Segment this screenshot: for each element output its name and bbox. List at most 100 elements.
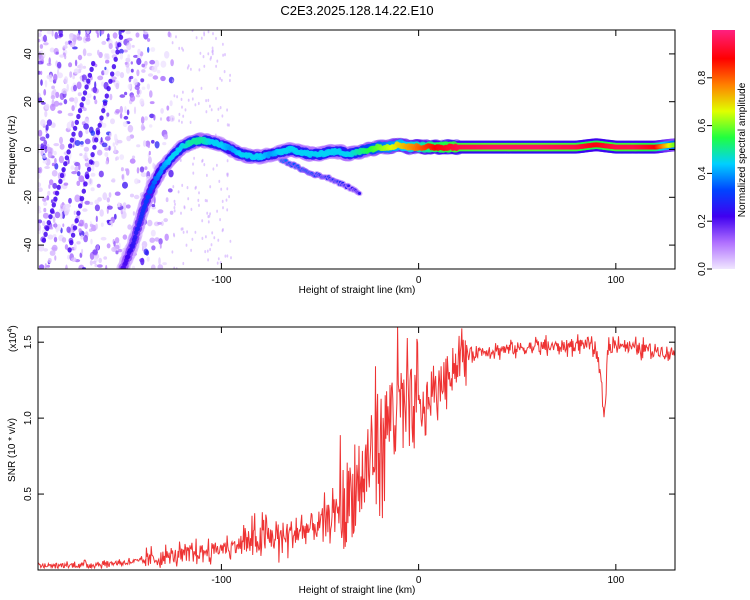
noise-streak xyxy=(74,119,80,125)
noise-streak xyxy=(110,71,115,77)
noise-speck xyxy=(146,256,150,262)
noise-speck xyxy=(207,258,210,262)
noise-speck xyxy=(140,116,145,124)
noise-speck xyxy=(76,241,81,245)
noise-speck xyxy=(74,59,78,67)
noise-speck xyxy=(117,139,123,144)
noise-speck xyxy=(67,112,74,117)
noise-speck xyxy=(147,144,151,149)
noise-speck xyxy=(39,30,43,33)
noise-speck xyxy=(213,236,216,240)
noise-speck xyxy=(95,215,98,222)
noise-streak xyxy=(88,159,94,165)
noise-speck xyxy=(104,66,107,71)
noise-speck xyxy=(135,94,141,98)
noise-speck xyxy=(172,185,175,189)
noise-speck xyxy=(216,209,219,213)
noise-speck xyxy=(153,114,156,121)
noise-speck xyxy=(53,236,58,243)
noise-speck xyxy=(59,54,65,58)
noise-speck xyxy=(110,179,116,183)
noise-speck xyxy=(159,117,163,121)
noise-speck xyxy=(97,75,104,81)
noise-speck xyxy=(122,234,128,240)
noise-speck xyxy=(127,124,134,133)
noise-speck xyxy=(173,234,176,238)
noise-speck xyxy=(226,187,229,191)
noise-streak xyxy=(81,188,87,194)
noise-speck xyxy=(182,230,185,234)
noise-speck xyxy=(38,60,44,65)
noise-speck xyxy=(109,220,113,224)
main-trace-mark xyxy=(133,230,139,236)
noise-speck xyxy=(212,31,214,36)
noise-speck xyxy=(201,158,204,162)
noise-speck xyxy=(216,261,219,265)
snr-series-line xyxy=(38,327,675,570)
noise-streak xyxy=(46,220,51,226)
noise-speck xyxy=(163,218,168,223)
noise-speck xyxy=(133,194,140,200)
noise-speck xyxy=(74,166,79,172)
noise-speck xyxy=(203,33,206,37)
noise-speck xyxy=(224,254,227,258)
noise-speck xyxy=(101,40,107,45)
noise-speck xyxy=(192,88,195,92)
noise-speck xyxy=(80,234,84,240)
noise-speck xyxy=(125,204,131,209)
noise-speck xyxy=(212,49,214,53)
noise-speck xyxy=(219,76,222,81)
noise-speck xyxy=(80,75,83,82)
noise-speck xyxy=(217,107,220,111)
noise-speck xyxy=(46,195,50,201)
noise-speck xyxy=(53,150,57,156)
noise-speck xyxy=(121,211,127,219)
noise-streak xyxy=(69,240,74,246)
noise-speck xyxy=(141,69,146,73)
bottom-y-tick-label: 0.5 xyxy=(23,487,34,501)
plot-area-bottom xyxy=(38,327,675,570)
colorbar-tick-label: 0.2 xyxy=(697,214,708,228)
noise-speck xyxy=(46,264,50,268)
noise-speck xyxy=(94,199,99,205)
noise-streak xyxy=(84,84,89,90)
noise-speck xyxy=(177,190,180,194)
secondary-trace-mark xyxy=(357,192,362,195)
noise-speck xyxy=(197,101,200,106)
noise-streak xyxy=(74,218,79,224)
noise-speck xyxy=(97,264,103,268)
noise-speck xyxy=(112,32,118,39)
noise-speck xyxy=(131,155,136,159)
noise-speck xyxy=(79,141,84,145)
noise-streak xyxy=(48,214,53,220)
noise-speck xyxy=(38,187,43,192)
noise-speck xyxy=(136,57,142,66)
main-trace-mark xyxy=(125,254,131,260)
noise-speck xyxy=(170,59,174,67)
noise-speck xyxy=(159,243,162,249)
y-scale-note: (x104) xyxy=(7,325,19,352)
noise-speck xyxy=(51,162,56,167)
noise-speck xyxy=(229,73,232,77)
noise-speck xyxy=(193,156,196,160)
noise-speck xyxy=(151,245,156,251)
noise-speck xyxy=(133,54,139,58)
noise-speck xyxy=(73,243,77,251)
noise-speck xyxy=(42,154,47,159)
noise-speck xyxy=(47,234,54,240)
noise-streak xyxy=(91,60,96,67)
top-y-tick-label: -20 xyxy=(23,190,34,205)
noise-streak xyxy=(90,152,95,158)
colorbar: 0.0 0.2 0.4 0.6 0.8 Normalized spectral ampl… xyxy=(697,30,748,276)
noise-streak xyxy=(94,137,99,143)
main-trace-mark xyxy=(142,203,148,209)
noise-speck xyxy=(144,166,148,171)
noise-speck xyxy=(51,30,54,37)
noise-speck xyxy=(126,135,132,142)
noise-speck xyxy=(105,160,109,165)
noise-speck xyxy=(211,46,214,50)
noise-speck xyxy=(181,120,183,124)
noise-streak xyxy=(92,144,97,150)
noise-speck xyxy=(125,30,131,35)
noise-speck xyxy=(222,206,224,210)
